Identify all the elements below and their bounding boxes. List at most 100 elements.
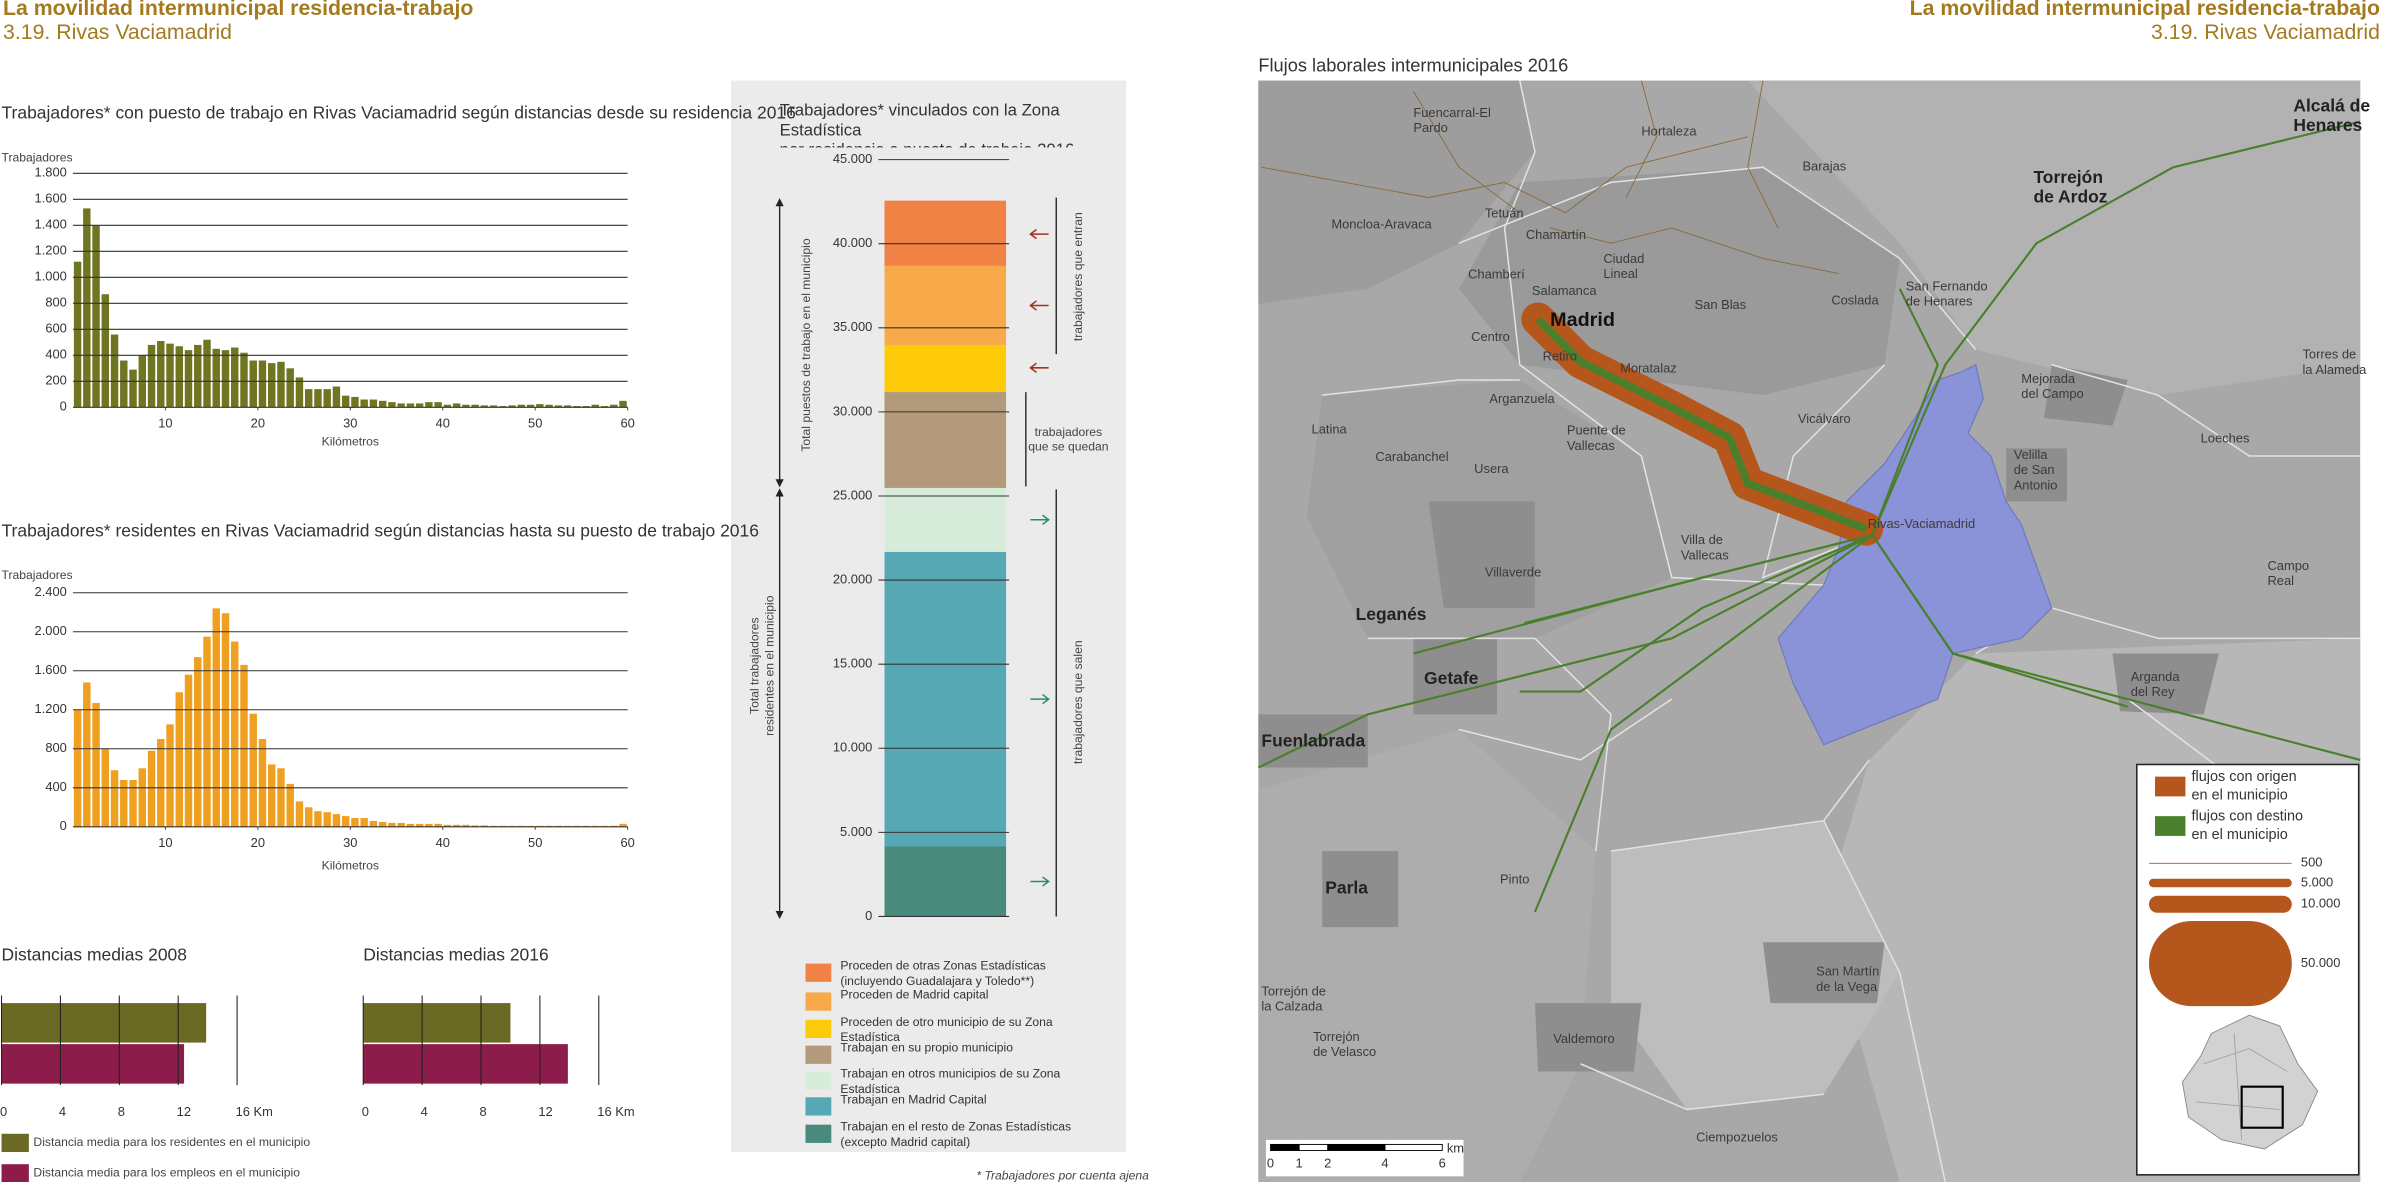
map-title: Flujos laborales intermunicipales 2016 <box>1258 55 1568 76</box>
bar <box>258 360 267 408</box>
place-label: Pinto <box>1500 871 1529 886</box>
bar <box>471 825 479 827</box>
y-tick-label: 400 <box>45 347 67 362</box>
place-label-line: Villa de <box>1681 532 1723 547</box>
place-label: Parla <box>1325 878 1368 898</box>
bar <box>1 1044 185 1084</box>
x-tick-label: 12 <box>177 1104 191 1119</box>
flow-arrows <box>1029 228 1050 887</box>
place-label-line: de San <box>2014 463 2055 478</box>
bar <box>341 395 350 408</box>
place-label: Getafe <box>1424 668 1479 688</box>
legend-label-box: Proceden de Madrid capital <box>840 988 988 1002</box>
bar <box>406 823 415 827</box>
x-tick-label: 40 <box>436 835 450 850</box>
place-label-line: Ciudad <box>1603 251 1644 266</box>
header-title: La movilidad intermunicipal residencia-t… <box>3 0 473 20</box>
flow-destination <box>1535 316 1868 533</box>
scale-bar-label: 4 <box>1381 1156 1388 1171</box>
x-tick-label: 20 <box>251 835 265 850</box>
size-label: 500 <box>2301 855 2323 870</box>
legend-label-box: Trabajan en el resto de Zonas Estadístic… <box>840 1120 1071 1148</box>
y-tick-label: 15.000 <box>833 656 872 671</box>
legend-label-box: Trabajan en Madrid Capital <box>840 1093 986 1107</box>
scale-bar-segment <box>1298 1143 1329 1151</box>
bar <box>184 350 193 408</box>
place-label-line: de Henares <box>1906 294 1973 309</box>
y-tick-label: 30.000 <box>833 403 872 418</box>
header-title: La movilidad intermunicipal residencia-t… <box>1910 0 2380 20</box>
place-label: Loeches <box>2201 431 2250 446</box>
place-label: Villaverde <box>1485 564 1541 579</box>
y-tick-label: 1.800 <box>35 165 67 180</box>
scale-bar-label: 0 <box>1267 1156 1274 1171</box>
place-label: Fuencarral-El Pardo <box>1413 105 1490 135</box>
flow-line <box>1257 534 1873 769</box>
bar <box>240 352 248 408</box>
y-tick-label: 20.000 <box>833 571 872 586</box>
y-tick-label: 0 <box>60 399 67 414</box>
bar <box>471 404 479 408</box>
y-tick-label: 2.000 <box>35 623 67 638</box>
x-tick-label: 20 <box>251 415 265 430</box>
bar <box>341 816 350 827</box>
x-tick-label: 0 <box>0 1104 7 1119</box>
bar <box>363 1003 511 1043</box>
bar <box>268 363 276 408</box>
place-label: Vicálvaro <box>1798 411 1851 426</box>
y-tick-label: 45.000 <box>833 151 872 166</box>
bar <box>304 807 313 827</box>
y-tick-label: 1.400 <box>35 217 67 232</box>
bar <box>452 403 461 408</box>
bar <box>138 768 146 827</box>
bar <box>480 405 489 408</box>
bar <box>360 399 368 408</box>
y-tick-label: 35.000 <box>833 319 872 334</box>
bar <box>314 389 322 408</box>
x-tick-label: 4 <box>59 1104 66 1119</box>
place-label: Centro <box>1471 329 1510 344</box>
y-tick-label: 0 <box>865 908 872 923</box>
bar <box>554 405 563 408</box>
place-label-line: Velilla <box>2014 447 2049 462</box>
bar <box>277 361 285 408</box>
x-tick-label: 8 <box>479 1104 486 1119</box>
bar <box>175 692 183 827</box>
bar <box>499 406 507 408</box>
place-label-line: de la Vega <box>1816 979 1878 994</box>
place-label-line: Fuencarral-El <box>1413 105 1490 120</box>
bar <box>415 403 424 408</box>
bar <box>369 399 378 408</box>
legend-label-box: flujos con destino en el municipio <box>2192 809 2304 844</box>
size-swatch <box>2148 895 2292 913</box>
y-tick-label: 800 <box>45 740 67 755</box>
bar <box>610 404 618 408</box>
bar <box>360 818 368 827</box>
bar <box>92 225 100 408</box>
bar <box>462 824 470 827</box>
bar <box>295 377 304 408</box>
bar <box>166 724 174 827</box>
place-label-line: Torres de <box>2302 347 2356 362</box>
legend-swatch <box>1 1133 29 1153</box>
scale-bar-segment <box>1327 1143 1386 1151</box>
bar <box>443 404 452 408</box>
y-tick-label: 5.000 <box>840 824 872 839</box>
place-label: Puente de Vallecas <box>1567 423 1626 453</box>
place-label-line: Puente de <box>1567 423 1626 438</box>
bar <box>110 334 119 408</box>
bar <box>489 405 498 408</box>
x-axis-label: Kilómetros <box>322 859 379 873</box>
legend-label-box: flujos con origen en el municipio <box>2192 769 2297 804</box>
y-tick-label: 10.000 <box>833 740 872 755</box>
bar <box>397 403 405 408</box>
place-label-line: Arganda <box>2131 669 2181 684</box>
place-label: Retiro <box>1543 349 1577 364</box>
legend-swatch <box>2155 816 2186 836</box>
legend-swatch <box>2155 776 2186 797</box>
place-label: Rivas-Vaciamadrid <box>1868 516 1975 531</box>
bar <box>443 824 452 827</box>
annotation: trabajadores que salen <box>1071 640 1085 764</box>
place-label: Moratalaz <box>1620 361 1677 376</box>
